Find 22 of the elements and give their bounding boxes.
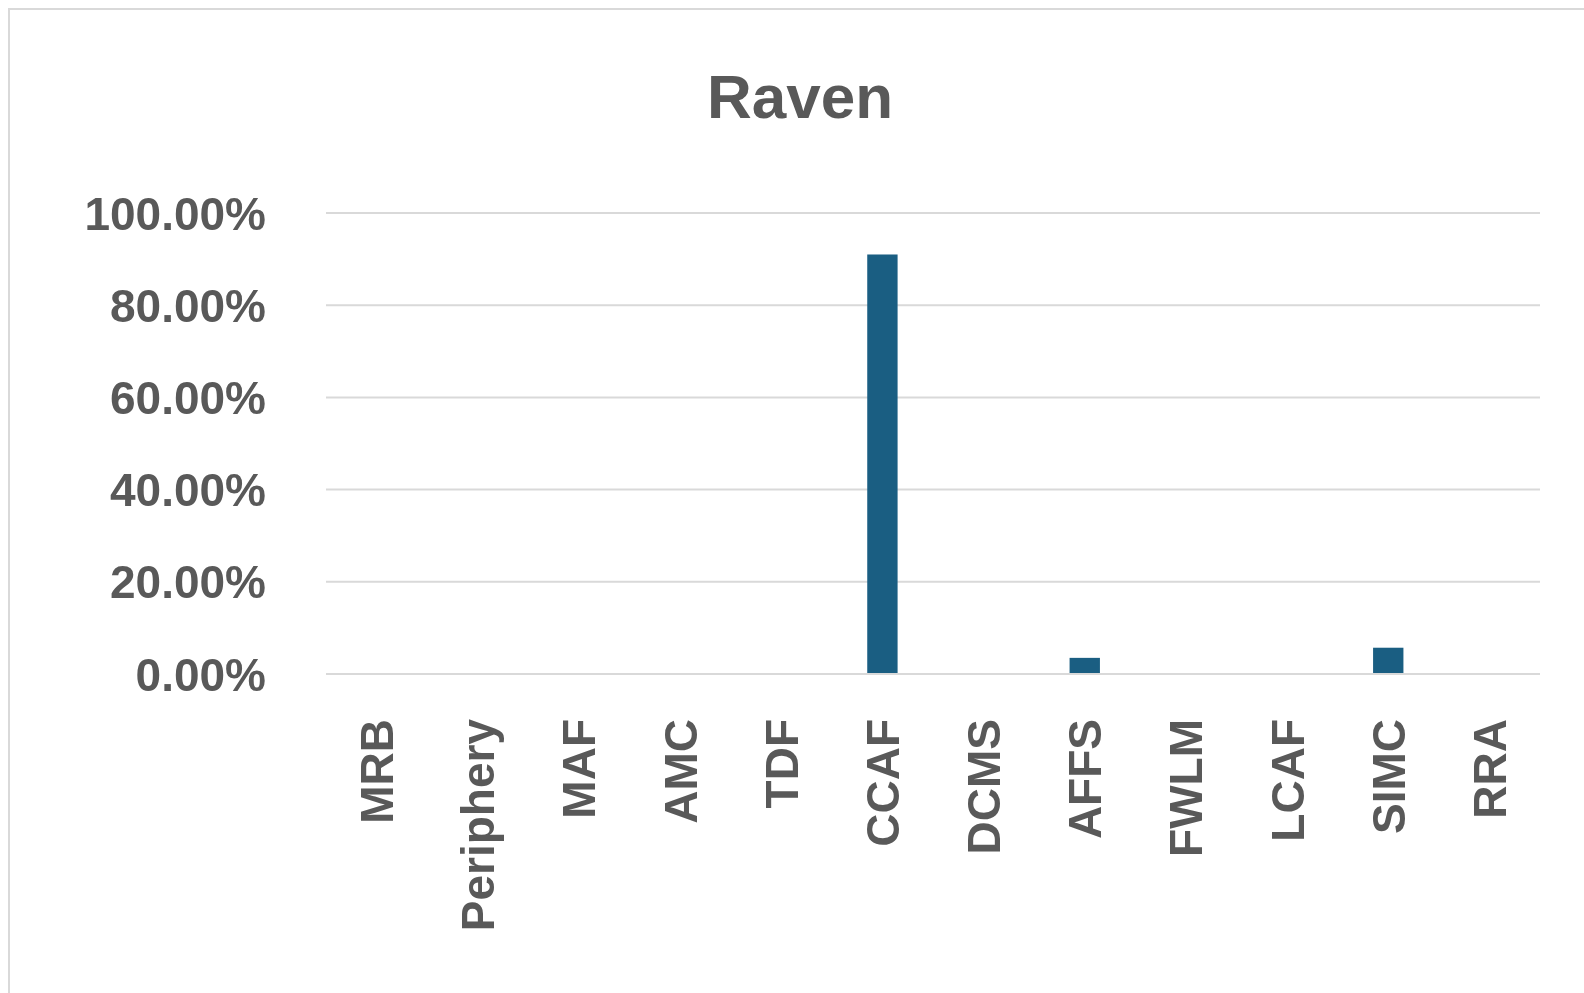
x-tick-label: CCAF [856, 719, 909, 847]
x-tick-label: FWLM [1160, 719, 1213, 857]
x-tick-label: SIMC [1362, 719, 1415, 834]
x-tick-label: MAF [553, 719, 606, 819]
x-tick-label: RRA [1463, 719, 1516, 819]
y-tick-label: 80.00% [109, 279, 266, 332]
y-tick-label: 20.00% [109, 556, 266, 609]
x-tick-label: AMC [654, 719, 707, 824]
x-tick-label: LCAF [1261, 719, 1314, 842]
x-tick-label: MRB [351, 719, 404, 824]
x-tick-label: AFFS [1059, 719, 1112, 840]
y-tick-label: 40.00% [109, 464, 266, 517]
bar [1373, 647, 1404, 674]
x-tick-label: DCMS [958, 719, 1011, 855]
bar [1069, 657, 1100, 674]
x-tick-label: Periphery [452, 718, 505, 932]
y-tick-label: 60.00% [109, 371, 266, 424]
bar [867, 254, 898, 674]
y-tick-label: 0.00% [135, 648, 266, 701]
x-tick-label: TDF [755, 719, 808, 809]
chart-title: Raven [706, 62, 894, 131]
y-tick-label: 100.00% [84, 187, 266, 240]
